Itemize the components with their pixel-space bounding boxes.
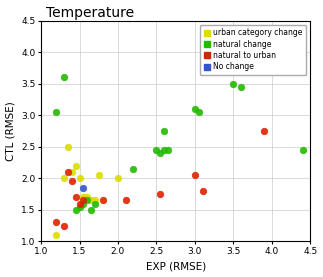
natural to urban [123,198,128,202]
Y-axis label: CTL (RMSE): CTL (RMSE) [5,101,16,161]
Text: Temperature: Temperature [47,6,135,20]
natural to urban [65,170,70,174]
natural to urban [262,129,267,133]
natural change [73,207,78,212]
natural change [131,167,136,171]
No change [81,186,86,190]
natural change [162,129,167,133]
urban category change [85,195,90,199]
natural change [92,201,98,206]
X-axis label: EXP (RMSE): EXP (RMSE) [146,261,206,271]
natural to urban [73,195,78,199]
natural to urban [54,220,59,225]
natural change [192,107,197,111]
urban category change [115,176,120,181]
natural to urban [69,179,74,184]
natural change [81,201,86,206]
urban category change [65,145,70,149]
natural change [269,40,275,45]
urban category change [96,173,101,177]
urban category change [81,195,86,199]
natural change [158,151,163,155]
urban category change [54,233,59,237]
natural change [54,110,59,114]
natural to urban [77,201,82,206]
natural change [162,148,167,152]
natural change [231,81,236,86]
natural to urban [158,192,163,196]
natural to urban [62,223,67,228]
urban category change [62,176,67,181]
natural change [62,75,67,80]
natural change [165,148,171,152]
urban category change [77,176,82,181]
natural change [300,148,305,152]
natural change [89,207,94,212]
natural to urban [100,198,105,202]
urban category change [73,163,78,168]
natural change [85,198,90,202]
natural change [154,148,159,152]
urban category change [69,170,74,174]
urban category change [89,198,94,202]
natural change [238,85,244,89]
natural to urban [192,173,197,177]
urban category change [92,198,98,202]
natural change [77,204,82,209]
natural change [196,110,201,114]
natural to urban [81,198,86,202]
Legend: urban category change, natural change, natural to urban, No change: urban category change, natural change, n… [200,25,307,75]
natural to urban [200,189,205,193]
